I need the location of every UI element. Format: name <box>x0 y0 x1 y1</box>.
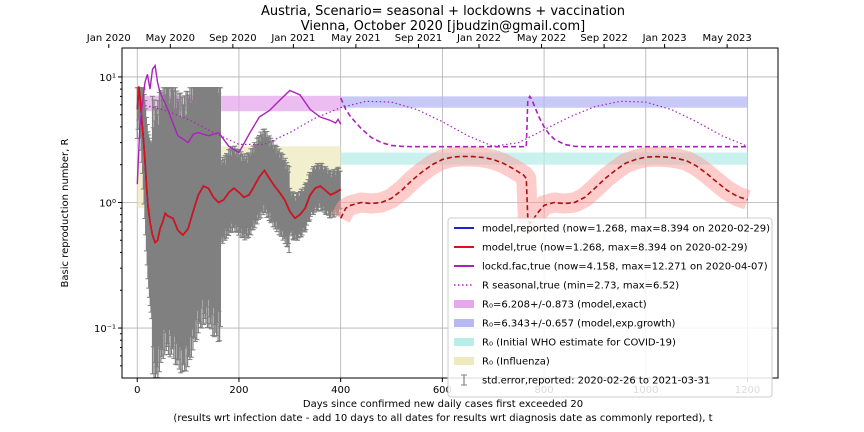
x-axis-label-note: (results wrt infection date - add 10 day… <box>173 413 712 424</box>
legend-label: R₀ (Initial WHO estimate for COVID-19) <box>482 338 676 349</box>
y-axis-label: Basic reproduction number, R <box>60 138 71 287</box>
y-tick-label: 10⁰ <box>99 198 116 209</box>
top-tick-label: Sep 2021 <box>395 33 442 44</box>
legend-label: lockd.fac,true (now=4.158, max=12.271 on… <box>482 262 768 273</box>
top-tick-label: Sep 2020 <box>209 33 256 44</box>
top-tick-label: Jan 2020 <box>86 33 131 44</box>
y-tick-label: 10⁻¹ <box>94 324 116 335</box>
forecast-line <box>339 94 748 148</box>
legend-label: model,true (now=1.268, max=8.394 on 2020… <box>482 243 748 254</box>
legend-label: model,reported (now=1.268, max=8.394 on … <box>482 224 770 235</box>
legend-label: std.error,reported: 2020-02-26 to 2021-0… <box>482 376 710 387</box>
series-lines <box>136 63 748 244</box>
top-tick-label: May 2022 <box>517 33 566 44</box>
top-tick-label: May 2020 <box>146 33 195 44</box>
x-tick-label: 0 <box>134 385 140 396</box>
x-tick-label: 600 <box>433 385 452 396</box>
chart-subtitle: Vienna, October 2020 [jbudzin@gmail.com] <box>301 19 585 34</box>
legend-label: R seasonal,true (min=2.73, max=6.52) <box>482 281 679 292</box>
series-line <box>136 86 342 244</box>
legend-label: R₀ (Influenza) <box>482 357 550 368</box>
top-tick-label: Jan 2022 <box>456 33 501 44</box>
y-tick-label: 10¹ <box>99 73 116 84</box>
legend-label: R₀=6.343+/-0.657 (model,exp.growth) <box>482 319 676 330</box>
x-axis-label: Days since confirmed new daily cases fir… <box>303 399 583 410</box>
top-tick-label: Sep 2022 <box>580 33 627 44</box>
legend-patch-swatch <box>454 300 474 308</box>
series-line <box>136 63 342 185</box>
reference-band <box>340 96 748 108</box>
top-tick-label: May 2021 <box>331 33 380 44</box>
top-tick-label: May 2023 <box>702 33 751 44</box>
series-line <box>137 100 748 147</box>
chart-title: Austria, Scenario= seasonal + lockdowns … <box>261 4 625 19</box>
legend-patch-swatch <box>454 357 474 365</box>
top-tick-label: Jan 2021 <box>270 33 315 44</box>
legend-label: R₀=6.208+/-0.873 (model,exact) <box>482 300 647 311</box>
forecast-line <box>339 155 748 226</box>
top-tick-label: Jan 2023 <box>642 33 687 44</box>
x-tick-label: 400 <box>331 385 350 396</box>
legend-patch-swatch <box>454 319 474 327</box>
legend: model,reported (now=1.268, max=8.394 on … <box>447 217 773 398</box>
legend-box <box>447 217 773 398</box>
legend-patch-swatch <box>454 338 474 346</box>
x-tick-label: 200 <box>229 385 248 396</box>
